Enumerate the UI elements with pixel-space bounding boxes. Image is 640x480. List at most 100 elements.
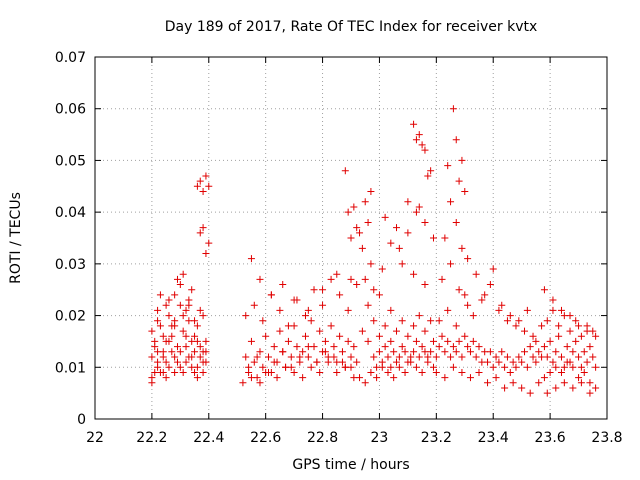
data-point	[327, 275, 335, 283]
data-point	[307, 363, 315, 371]
data-point	[592, 363, 600, 371]
data-point	[336, 291, 344, 299]
data-point	[566, 327, 574, 335]
data-point	[299, 348, 307, 356]
data-point	[176, 363, 184, 371]
data-point	[290, 368, 298, 376]
data-point	[464, 255, 472, 263]
data-point	[427, 348, 435, 356]
data-point	[512, 322, 520, 330]
data-point	[492, 374, 500, 382]
data-point	[540, 374, 548, 382]
data-point	[563, 358, 571, 366]
data-point	[412, 363, 420, 371]
data-point	[259, 317, 267, 325]
data-point	[367, 368, 375, 376]
data-point	[196, 343, 204, 351]
data-point	[361, 198, 369, 206]
data-point	[484, 358, 492, 366]
data-point	[438, 332, 446, 340]
data-point	[569, 348, 577, 356]
data-point	[466, 348, 474, 356]
data-point	[393, 224, 401, 232]
data-point	[398, 343, 406, 351]
data-point	[165, 363, 173, 371]
data-point	[154, 358, 162, 366]
data-point	[458, 244, 466, 252]
data-point	[179, 312, 187, 320]
data-point	[162, 337, 170, 345]
data-point	[412, 136, 420, 144]
data-point	[247, 374, 255, 382]
data-point	[176, 281, 184, 289]
data-point	[506, 368, 514, 376]
data-point	[577, 332, 585, 340]
data-point	[330, 343, 338, 351]
data-point	[287, 363, 295, 371]
data-point	[347, 353, 355, 361]
data-point	[239, 379, 247, 387]
data-point	[424, 358, 432, 366]
data-point	[523, 306, 531, 314]
data-point	[401, 368, 409, 376]
data-point	[307, 317, 315, 325]
data-point	[458, 156, 466, 164]
chart-title: Day 189 of 2017, Rate Of TEC Index for r…	[164, 19, 538, 35]
data-point	[176, 301, 184, 309]
data-point	[506, 312, 514, 320]
data-point	[162, 374, 170, 382]
data-point	[546, 337, 554, 345]
data-point	[202, 250, 210, 258]
data-point	[199, 224, 207, 232]
data-point	[466, 374, 474, 382]
x-tick-label: 23.8	[591, 430, 622, 446]
data-point	[464, 343, 472, 351]
data-point	[404, 198, 412, 206]
data-point	[441, 374, 449, 382]
data-point	[381, 213, 389, 221]
data-point	[159, 332, 167, 340]
data-point	[387, 337, 395, 345]
data-point	[250, 301, 258, 309]
data-point	[276, 306, 284, 314]
data-point	[421, 146, 429, 154]
data-point	[393, 327, 401, 335]
x-tick-label: 23.2	[421, 430, 452, 446]
data-point	[398, 260, 406, 268]
data-point	[489, 363, 497, 371]
data-point	[555, 332, 563, 340]
data-point	[560, 363, 568, 371]
x-axis-label: GPS time / hours	[292, 457, 410, 473]
x-tick-label: 23	[371, 430, 389, 446]
data-point	[148, 327, 156, 335]
data-point	[196, 306, 204, 314]
data-point	[367, 260, 375, 268]
data-point	[552, 363, 560, 371]
data-point	[191, 348, 199, 356]
data-point	[575, 353, 583, 361]
data-point	[193, 374, 201, 382]
data-point	[518, 358, 526, 366]
data-point	[179, 270, 187, 278]
data-point	[156, 291, 164, 299]
data-point	[381, 343, 389, 351]
data-point	[538, 322, 546, 330]
data-point	[407, 358, 415, 366]
data-point	[191, 332, 199, 340]
data-point	[518, 384, 526, 392]
data-point	[173, 343, 181, 351]
data-point	[250, 358, 258, 366]
data-point	[267, 291, 275, 299]
data-point	[472, 353, 480, 361]
data-point	[592, 332, 600, 340]
data-point	[253, 353, 261, 361]
data-point	[333, 270, 341, 278]
data-point	[165, 312, 173, 320]
data-point	[452, 136, 460, 144]
data-point	[375, 291, 383, 299]
data-point	[580, 368, 588, 376]
data-point	[410, 270, 418, 278]
data-point	[287, 353, 295, 361]
data-point	[549, 306, 557, 314]
data-point	[375, 348, 383, 356]
